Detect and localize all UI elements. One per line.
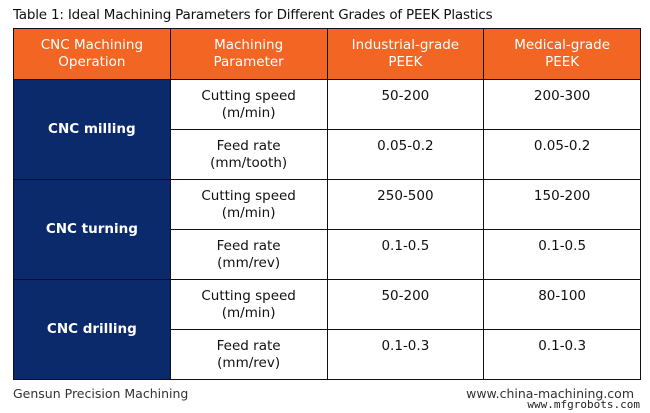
parameter-cell: Cutting speed (m/min) — [169, 179, 328, 230]
medical-cell: 0.1-0.3 — [483, 329, 641, 380]
industrial-cell: 0.1-0.3 — [326, 329, 485, 380]
parameter-cell: Feed rate (mm/tooth) — [169, 129, 328, 180]
table-row: Feed rate (mm/rev) 0.1-0.3 0.1-0.3 — [14, 329, 641, 380]
operation-cell: CNC milling — [13, 79, 171, 180]
watermark: www.mfgrobots.com — [527, 398, 640, 411]
table-title: Table 1: Ideal Machining Parameters for … — [13, 7, 493, 23]
medical-cell: 200-300 — [483, 79, 641, 130]
parameter-cell: Feed rate (mm/rev) — [169, 229, 328, 280]
industrial-cell: 250-500 — [326, 179, 485, 230]
footer-website: www.china-machining.com — [466, 386, 634, 401]
header-parameter: Machining Parameter — [169, 28, 328, 80]
header-industrial: Industrial-grade PEEK — [326, 28, 485, 80]
medical-cell: 0.1-0.5 — [483, 229, 641, 280]
table-row: Feed rate (mm/rev) 0.1-0.5 0.1-0.5 — [14, 229, 641, 280]
medical-cell: 80-100 — [483, 279, 641, 330]
header-medical: Medical-grade PEEK — [483, 28, 641, 80]
parameter-cell: Cutting speed (m/min) — [169, 279, 328, 330]
header-operation: CNC Machining Operation — [13, 28, 171, 80]
footer-company: Gensun Precision Machining — [13, 386, 189, 401]
table-row: CNC turning Cutting speed (m/min) 250-500 1… — [13, 179, 641, 280]
industrial-cell: 50-200 — [326, 79, 485, 130]
table-header-row: CNC Machining Operation Machining Parame… — [13, 28, 641, 80]
parameter-cell: Feed rate (mm/rev) — [169, 329, 328, 380]
operation-cell: CNC turning — [13, 179, 171, 280]
table-row: CNC milling Cutting speed (m/min) 50-200 20… — [13, 79, 641, 180]
industrial-cell: 0.05-0.2 — [326, 129, 485, 180]
table-row: CNC drilling Cutting speed (m/min) 50-200 8… — [13, 279, 641, 380]
table-row: Feed rate (mm/tooth) 0.05-0.2 0.05-0.2 — [14, 129, 641, 180]
operation-cell: CNC drilling — [13, 279, 171, 380]
machining-parameters-table: CNC Machining Operation Machining Parame… — [13, 28, 641, 380]
medical-cell: 150-200 — [483, 179, 641, 230]
medical-cell: 0.05-0.2 — [483, 129, 641, 180]
industrial-cell: 0.1-0.5 — [326, 229, 485, 280]
parameter-cell: Cutting speed (m/min) — [169, 79, 328, 130]
industrial-cell: 50-200 — [326, 279, 485, 330]
